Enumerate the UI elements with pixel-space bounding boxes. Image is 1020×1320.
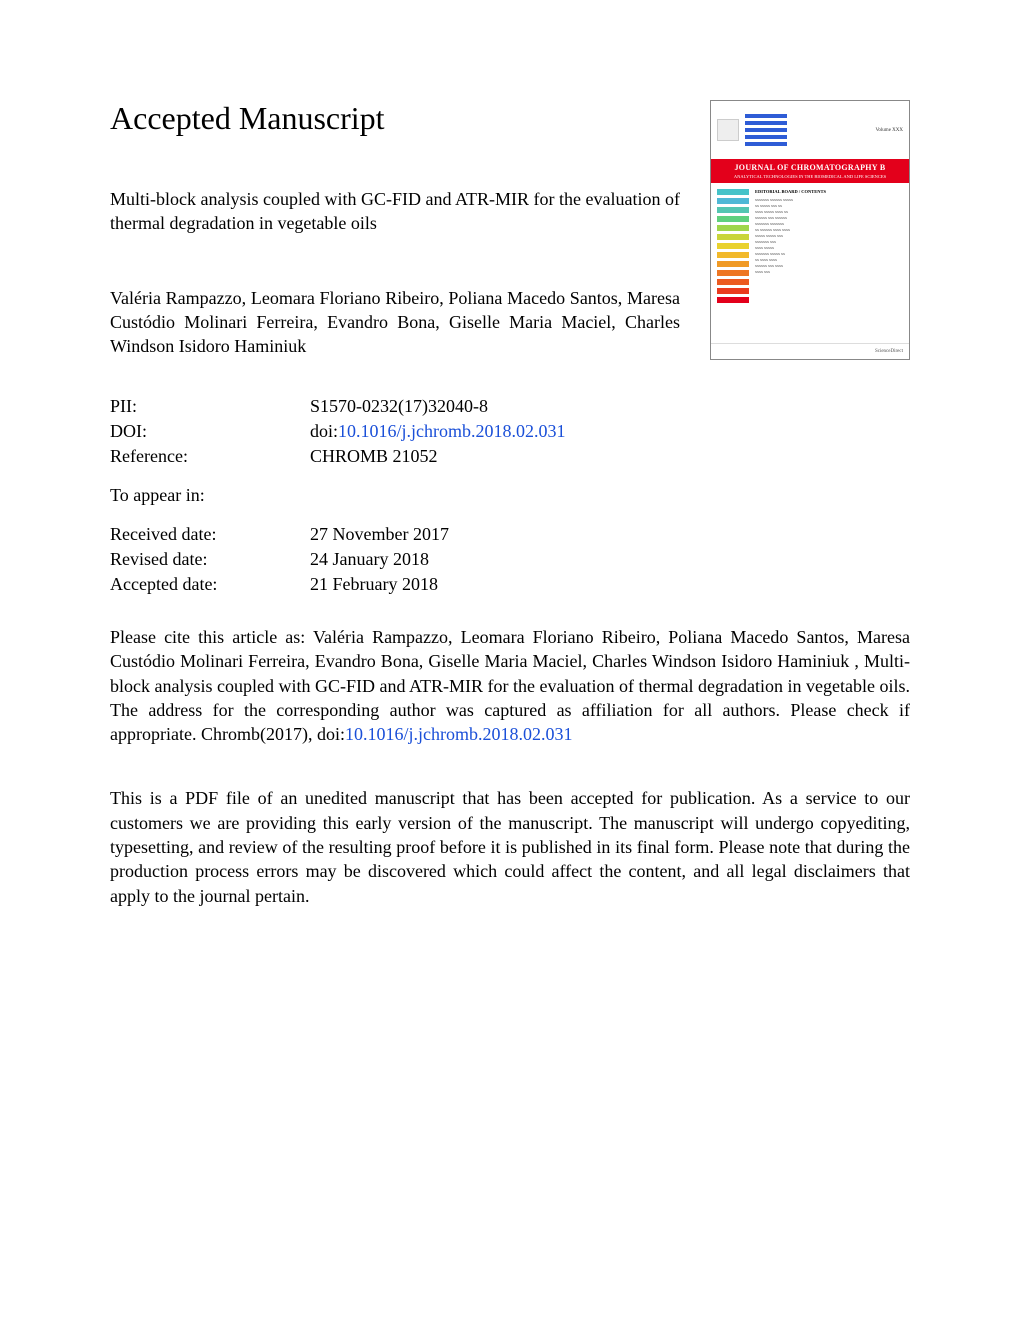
cover-volume-text: Volume XXX <box>847 128 903 133</box>
pii-label: PII: <box>110 396 310 417</box>
cover-color-stripes <box>717 189 749 337</box>
cover-toc-header: EDITORIAL BOARD / CONTENTS <box>755 189 903 196</box>
reference-label: Reference: <box>110 446 310 467</box>
revised-date-label: Revised date: <box>110 549 310 570</box>
doi-label: DOI: <box>110 421 310 442</box>
journal-cover-thumbnail: Volume XXX JOURNAL OF CHROMATOGRAPHY B A… <box>710 100 910 360</box>
pii-value: S1570-0232(17)32040-8 <box>310 396 488 417</box>
disclaimer-text: This is a PDF file of an unedited manusc… <box>110 786 910 907</box>
accepted-date-label: Accepted date: <box>110 574 310 595</box>
cover-publisher: ScienceDirect <box>875 349 903 354</box>
citation-text: Please cite this article as: Valéria Ram… <box>110 625 910 746</box>
to-appear-in-label: To appear in: <box>110 485 310 506</box>
received-date-value: 27 November 2017 <box>310 524 449 545</box>
elsevier-logo-icon <box>717 119 739 141</box>
citation-doi-link[interactable]: 10.1016/j.jchromb.2018.02.031 <box>345 724 573 744</box>
article-title: Multi-block analysis coupled with GC-FID… <box>110 187 680 236</box>
journal-name: JOURNAL OF CHROMATOGRAPHY B <box>717 163 903 172</box>
doi-prefix: doi: <box>310 421 338 441</box>
page-title: Accepted Manuscript <box>110 100 680 137</box>
received-date-label: Received date: <box>110 524 310 545</box>
article-meta-table: PII: S1570-0232(17)32040-8 DOI: doi:10.1… <box>110 396 910 595</box>
cover-header-bars <box>745 114 841 146</box>
cover-toc: EDITORIAL BOARD / CONTENTS xxxxxxx xxxxx… <box>755 189 903 337</box>
article-authors: Valéria Rampazzo, Leomara Floriano Ribei… <box>110 286 680 359</box>
revised-date-value: 24 January 2018 <box>310 549 429 570</box>
reference-value: CHROMB 21052 <box>310 446 438 467</box>
journal-subtitle: ANALYTICAL TECHNOLOGIES IN THE BIOMEDICA… <box>717 174 903 179</box>
doi-link[interactable]: 10.1016/j.jchromb.2018.02.031 <box>338 421 566 441</box>
accepted-date-value: 21 February 2018 <box>310 574 438 595</box>
